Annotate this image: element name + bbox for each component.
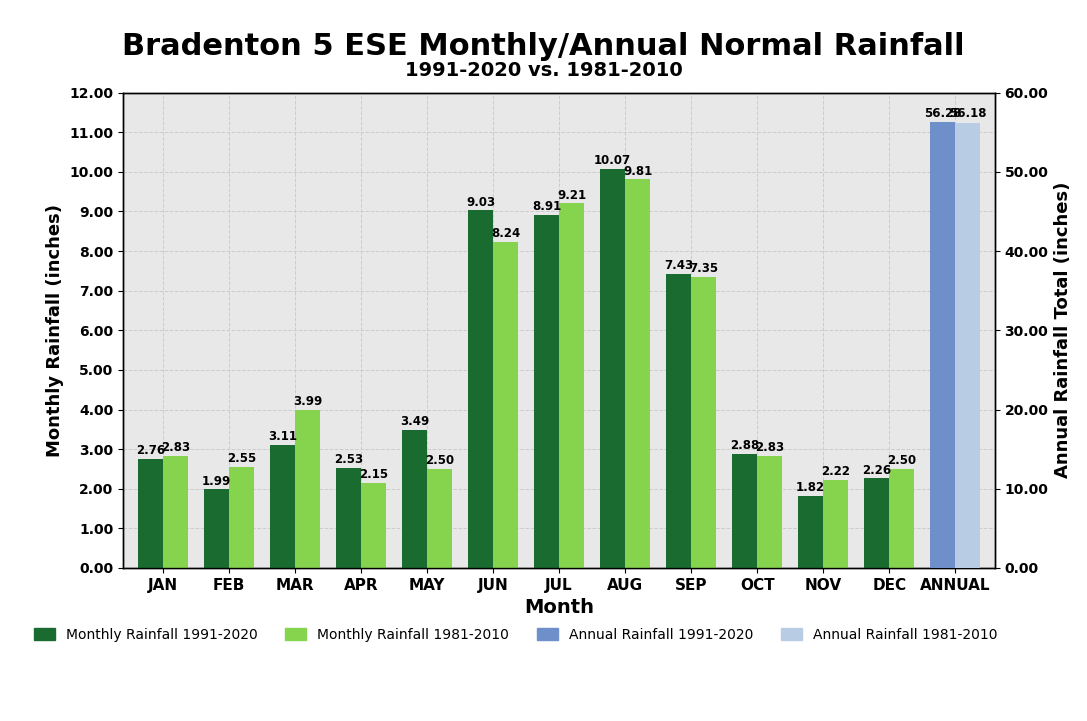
Bar: [758, 456, 783, 568]
Y-axis label: Annual Rainfall Total (inches): Annual Rainfall Total (inches): [1054, 182, 1072, 479]
Bar: [229, 467, 254, 568]
Text: 2.50: 2.50: [887, 454, 916, 467]
X-axis label: Month: Month: [524, 598, 595, 617]
Bar: [823, 480, 848, 568]
Text: 1.82: 1.82: [796, 482, 825, 495]
Text: 10.07: 10.07: [594, 154, 632, 167]
Bar: [204, 489, 229, 568]
Text: 1991-2020 vs. 1981-2010: 1991-2020 vs. 1981-2010: [404, 61, 683, 80]
Bar: [534, 215, 559, 568]
Text: 1.99: 1.99: [202, 474, 232, 487]
Bar: [600, 169, 625, 568]
Bar: [732, 454, 758, 568]
Text: 2.26: 2.26: [862, 464, 891, 477]
Bar: [559, 203, 584, 568]
Text: 2.76: 2.76: [136, 444, 165, 457]
Text: 8.91: 8.91: [532, 200, 561, 213]
Text: 3.99: 3.99: [292, 395, 322, 408]
Legend: Monthly Rainfall 1991-2020, Monthly Rainfall 1981-2010, Annual Rainfall 1991-202: Monthly Rainfall 1991-2020, Monthly Rain…: [28, 622, 1003, 647]
Bar: [666, 274, 691, 568]
Text: 2.15: 2.15: [359, 468, 388, 481]
Text: 7.35: 7.35: [689, 262, 719, 275]
Bar: [625, 180, 650, 568]
Bar: [427, 469, 452, 568]
Bar: [270, 445, 295, 568]
Text: 56.28: 56.28: [924, 107, 961, 120]
Text: 2.22: 2.22: [821, 466, 850, 479]
Bar: [467, 211, 493, 568]
Bar: [493, 242, 518, 568]
Bar: [295, 410, 320, 568]
Bar: [691, 277, 716, 568]
Text: 2.53: 2.53: [334, 454, 363, 466]
Text: 3.49: 3.49: [400, 415, 429, 428]
Text: 56.18: 56.18: [949, 107, 987, 120]
Text: 2.83: 2.83: [161, 441, 190, 454]
Text: 9.21: 9.21: [557, 188, 586, 202]
Text: Bradenton 5 ESE Monthly/Annual Normal Rainfall: Bradenton 5 ESE Monthly/Annual Normal Ra…: [122, 32, 965, 61]
Text: 9.81: 9.81: [623, 165, 652, 178]
Y-axis label: Monthly Rainfall (inches): Monthly Rainfall (inches): [46, 204, 64, 457]
Text: 3.11: 3.11: [267, 430, 297, 443]
Bar: [930, 122, 955, 568]
Bar: [798, 496, 823, 568]
Text: 8.24: 8.24: [491, 227, 521, 240]
Bar: [138, 459, 163, 568]
Text: 7.43: 7.43: [664, 259, 694, 272]
Bar: [336, 468, 361, 568]
Bar: [955, 123, 980, 568]
Text: 2.88: 2.88: [730, 439, 759, 452]
Text: 2.50: 2.50: [425, 454, 454, 467]
Text: 2.55: 2.55: [227, 452, 257, 465]
Text: 9.03: 9.03: [466, 195, 495, 208]
Bar: [889, 469, 914, 568]
Bar: [402, 430, 427, 568]
Bar: [163, 456, 188, 568]
Bar: [864, 479, 889, 568]
Text: 2.83: 2.83: [755, 441, 784, 454]
Bar: [361, 483, 386, 568]
